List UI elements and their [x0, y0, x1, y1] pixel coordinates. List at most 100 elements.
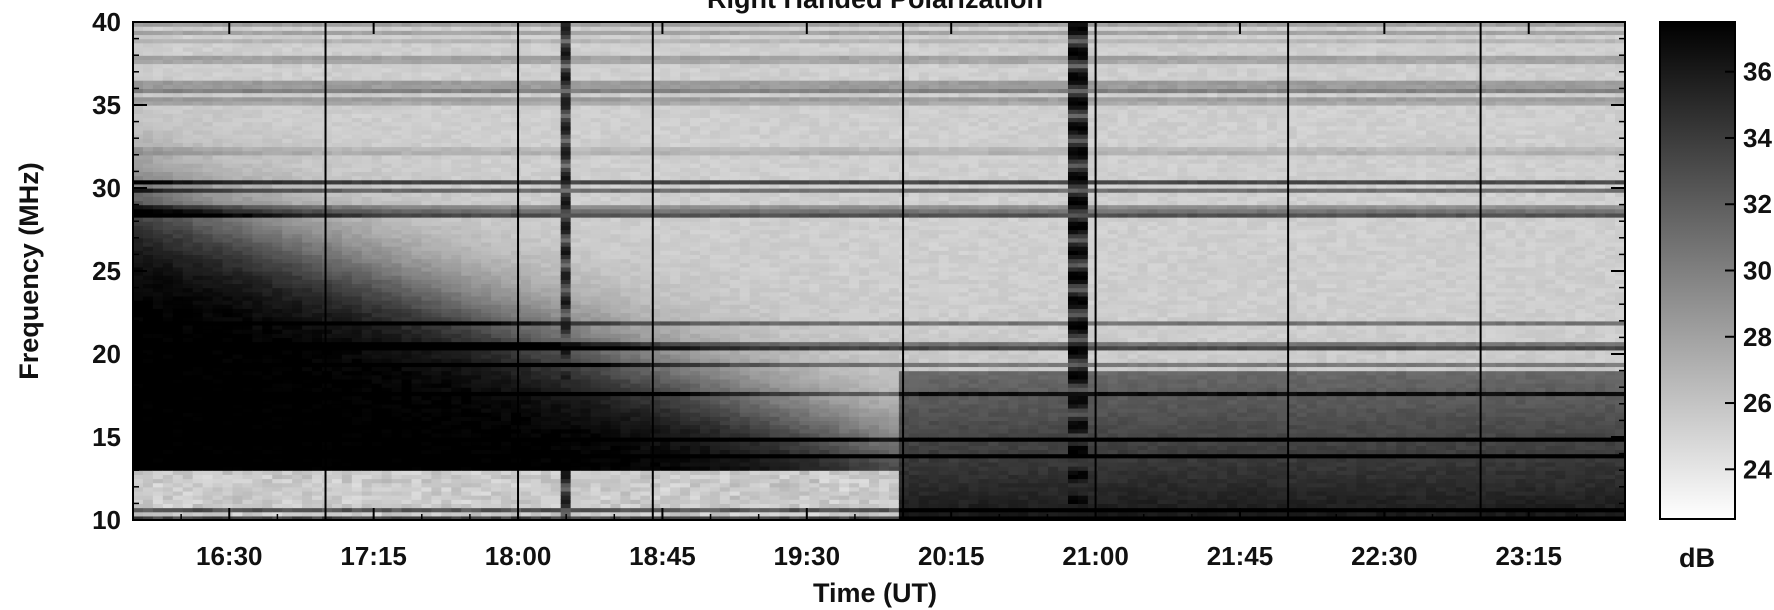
heatmap-cell [401, 490, 413, 496]
heatmap-cell [202, 225, 214, 231]
heatmap-cell [421, 445, 432, 451]
heatmap-cell [530, 175, 542, 181]
heatmap-cell [491, 212, 502, 218]
heatmap-cell [212, 254, 224, 260]
heatmap-cell [491, 291, 502, 297]
heatmap-cell [292, 167, 303, 172]
heatmap-cell [441, 55, 452, 60]
heatmap-cell [520, 67, 532, 73]
heatmap-cell [391, 333, 403, 338]
heatmap-cell [361, 420, 373, 426]
heatmap-cell [401, 470, 413, 475]
heatmap-cell [361, 445, 373, 451]
heatmap-cell [162, 59, 174, 65]
heatmap-cell [411, 183, 423, 189]
heatmap-cell [351, 457, 363, 463]
heatmap-cell [232, 262, 244, 268]
heatmap-cell [361, 138, 373, 143]
heatmap-cell [262, 225, 273, 231]
heatmap-cell [262, 34, 273, 40]
heatmap-cell [491, 221, 502, 226]
heatmap-cell [411, 403, 423, 409]
heatmap-cell [133, 295, 144, 301]
heatmap-cell [272, 46, 283, 52]
heatmap-cell [302, 30, 313, 36]
heatmap-cell [501, 254, 512, 260]
heatmap-cell [530, 237, 542, 243]
heatmap-cell [341, 55, 353, 60]
heatmap-cell [212, 457, 224, 463]
heatmap-cell [292, 96, 303, 102]
heatmap-cell [182, 212, 194, 218]
heatmap-cell [341, 233, 353, 239]
heatmap-cell [471, 461, 482, 467]
heatmap-cell [202, 42, 214, 48]
heatmap-cell [302, 271, 313, 276]
heatmap-cell [441, 275, 452, 280]
heatmap-cell [272, 217, 283, 222]
heatmap-cell [192, 96, 204, 102]
heatmap-cell [321, 146, 333, 152]
heatmap-cell [530, 109, 542, 114]
heatmap-cell [152, 250, 164, 255]
heatmap-cell [371, 449, 383, 455]
heatmap-cell [520, 283, 532, 289]
heatmap-cell [520, 370, 532, 376]
heatmap-cell [441, 341, 452, 347]
heatmap-cell [441, 150, 452, 156]
heatmap-cell [272, 441, 283, 446]
heatmap-cell [212, 341, 224, 347]
heatmap-cell [510, 237, 522, 243]
heatmap-cell [222, 246, 234, 251]
heatmap-cell [262, 80, 273, 85]
heatmap-cell [461, 117, 472, 123]
heatmap-cell [510, 295, 522, 301]
heatmap-cell [152, 258, 164, 264]
heatmap-cell [192, 374, 204, 380]
heatmap-cell [192, 134, 204, 139]
heatmap-cell [351, 482, 363, 488]
heatmap-cell [331, 457, 343, 463]
heatmap-cell [391, 34, 403, 40]
heatmap-cell [172, 412, 184, 417]
heatmap-cell [451, 499, 462, 504]
heatmap-cell [361, 229, 373, 235]
heatmap-cell [391, 171, 403, 177]
heatmap-cell [530, 378, 542, 384]
heatmap-cell [510, 312, 522, 318]
heatmap-cell [381, 167, 393, 172]
heatmap-cell [501, 333, 512, 338]
heatmap-cell [292, 490, 303, 496]
heatmap-cell [471, 449, 482, 455]
heatmap-cell [381, 495, 393, 500]
heatmap-cell [491, 279, 502, 285]
heatmap-cell [212, 158, 224, 164]
heatmap-cell [481, 449, 492, 455]
heatmap-cell [162, 75, 174, 81]
heatmap-cell [451, 63, 462, 69]
heatmap-cell [182, 113, 194, 119]
heatmap-cell [341, 291, 353, 297]
heatmap-cell [361, 412, 373, 417]
heatmap-cell [312, 129, 323, 135]
heatmap-cell [421, 424, 432, 430]
heatmap-cell [282, 378, 293, 384]
heatmap-cell [202, 175, 214, 181]
heatmap-cell [451, 461, 462, 467]
heatmap-cell [451, 26, 462, 31]
heatmap-cell [351, 208, 363, 214]
heatmap-cell [312, 403, 323, 409]
heatmap-cell [172, 262, 184, 268]
heatmap-cell [302, 38, 313, 44]
heatmap-cell [212, 287, 224, 293]
heatmap-cell [351, 63, 363, 69]
heatmap-cell [252, 362, 263, 368]
heatmap-cell [461, 38, 472, 44]
heatmap-cell [222, 453, 234, 459]
heatmap-cell [282, 59, 293, 65]
heatmap-cell [232, 22, 244, 27]
heatmap-cell [262, 275, 273, 280]
heatmap-cell [292, 374, 303, 380]
heatmap-cell [321, 246, 333, 251]
heatmap-cell [192, 196, 204, 202]
